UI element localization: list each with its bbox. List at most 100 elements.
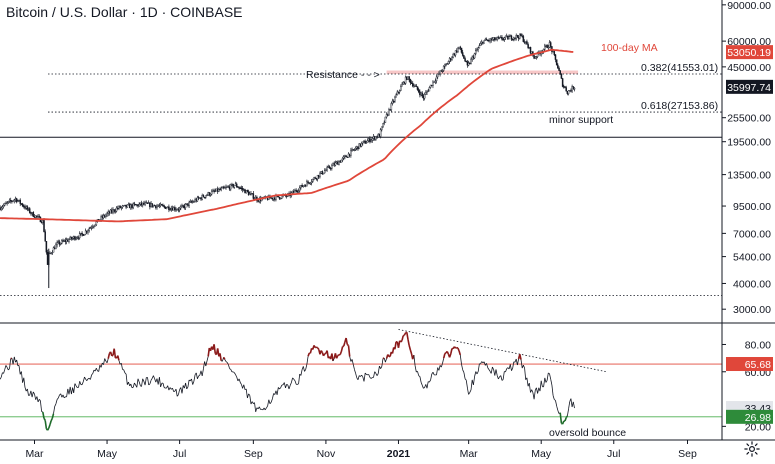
candle — [521, 33, 523, 38]
candle-body — [480, 41, 483, 44]
candle — [323, 168, 326, 174]
candle-body — [470, 58, 472, 64]
osc-line-segment — [368, 374, 371, 378]
candle-body — [49, 252, 51, 255]
osc-line-segment — [32, 391, 35, 395]
candle-body — [151, 203, 154, 207]
candle — [313, 176, 315, 181]
candle — [53, 245, 56, 250]
osc-line-segment — [340, 346, 344, 352]
candle-body — [332, 163, 334, 166]
candle — [31, 211, 33, 216]
candle-body — [571, 86, 573, 92]
candle — [469, 61, 471, 65]
candle-body — [553, 51, 556, 55]
candle — [486, 39, 489, 42]
candle — [234, 181, 237, 187]
osc-line-segment — [500, 375, 503, 381]
candle — [183, 203, 186, 210]
candle-body — [67, 239, 69, 242]
candle-body — [162, 204, 164, 207]
candle — [69, 235, 71, 241]
osc-line-segment — [361, 374, 364, 378]
candle-body — [469, 62, 471, 65]
candle — [547, 44, 550, 51]
candle — [74, 235, 76, 241]
candle — [235, 182, 238, 188]
candle-body — [325, 169, 327, 171]
candle — [348, 153, 351, 158]
osc-line-segment — [243, 384, 246, 390]
candle-body — [370, 140, 372, 143]
candle — [195, 198, 198, 203]
osc-line-segment — [3, 369, 6, 374]
candle — [409, 78, 412, 86]
osc-line-segment — [469, 389, 472, 393]
osc-line-segment — [567, 408, 569, 416]
osc-line-segment — [351, 359, 354, 365]
osc-line-segment — [421, 385, 424, 389]
candle — [68, 238, 70, 244]
candle — [137, 204, 139, 208]
osc-line-segment — [429, 379, 431, 383]
osc-line-segment — [233, 372, 236, 375]
candle-body — [498, 36, 501, 39]
candle — [370, 138, 372, 143]
candle-body — [505, 35, 508, 37]
candle-body — [364, 140, 366, 144]
candle-body — [53, 247, 56, 250]
candle-body — [404, 76, 407, 84]
candle-body — [295, 190, 297, 192]
osc-line-segment — [570, 398, 573, 408]
candle — [90, 225, 93, 231]
osc-line-segment — [264, 407, 267, 411]
osc-line-segment — [402, 334, 405, 337]
candle — [471, 55, 473, 62]
candle — [489, 38, 491, 44]
candle-body — [143, 202, 145, 205]
candle-body — [14, 198, 17, 200]
candle-body — [113, 209, 115, 212]
candle — [244, 188, 246, 194]
candle — [1, 204, 4, 211]
candle-body — [554, 54, 557, 60]
candle-body — [420, 92, 422, 96]
candle — [372, 133, 375, 141]
candle-body — [224, 187, 226, 189]
candle-body — [126, 204, 129, 208]
candle-body — [570, 90, 572, 92]
candle-body — [509, 35, 512, 37]
osc-line-segment — [87, 377, 90, 380]
osc-line-segment — [224, 359, 227, 362]
candle-body — [184, 204, 187, 208]
candle — [214, 188, 217, 193]
osc-line-segment — [178, 389, 180, 395]
candle-body — [507, 35, 509, 40]
osc-line-segment — [91, 373, 94, 376]
candle — [563, 84, 565, 89]
candle-body — [122, 205, 125, 207]
osc-line-segment — [331, 353, 334, 362]
osc-line-segment — [236, 376, 239, 382]
osc-line-segment — [548, 372, 550, 375]
candle — [163, 204, 165, 208]
osc-line-segment — [195, 372, 198, 379]
candle — [334, 160, 337, 167]
osc-line-segment — [279, 387, 282, 390]
candle — [87, 229, 89, 235]
candle — [5, 201, 7, 205]
osc-line-segment — [505, 368, 508, 373]
gear-icon[interactable] — [743, 440, 761, 458]
candle-body — [147, 202, 150, 204]
candle-body — [176, 209, 178, 211]
candle — [112, 207, 114, 215]
osc-line-segment — [342, 345, 345, 348]
candle-body — [485, 38, 488, 41]
candle — [451, 55, 453, 61]
candle-body — [340, 159, 343, 163]
osc-line-segment — [430, 373, 433, 380]
candle — [333, 161, 335, 168]
candle-body — [241, 187, 244, 190]
osc-line-segment — [545, 380, 548, 383]
